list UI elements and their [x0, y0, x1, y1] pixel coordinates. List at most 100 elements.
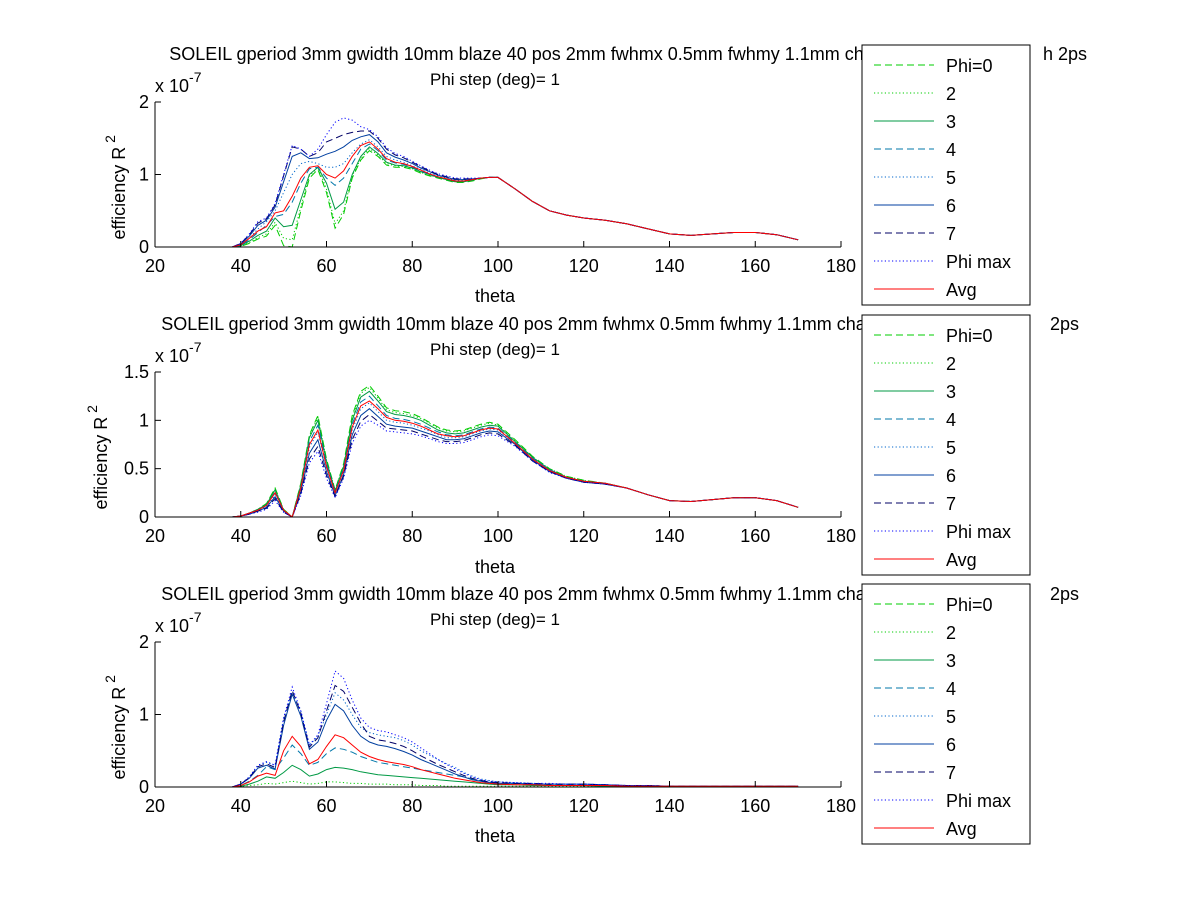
x-axis-label: theta: [475, 286, 516, 306]
y-multiplier-exponent: -7: [189, 339, 202, 355]
series-line-2: [232, 147, 799, 247]
legend-label: 3: [946, 112, 956, 132]
y-multiplier-exponent: -7: [189, 69, 202, 85]
x-tick-label: 60: [316, 256, 336, 276]
x-tick-label: 100: [483, 256, 513, 276]
legend-label: 6: [946, 196, 956, 216]
series-line-2: [232, 780, 799, 787]
chart-title-tail: h 2ps: [1043, 44, 1087, 64]
series-line-8: [232, 419, 799, 517]
legend-label: Phi=0: [946, 326, 993, 346]
legend-label: Avg: [946, 550, 977, 570]
x-tick-label: 60: [316, 796, 336, 816]
x-tick-label: 100: [483, 796, 513, 816]
x-tick-label: 20: [145, 796, 165, 816]
series-line-8: [232, 117, 799, 247]
x-tick-label: 40: [231, 796, 251, 816]
x-tick-label: 40: [231, 256, 251, 276]
y-tick-label: 2: [139, 632, 149, 652]
legend-box: [861, 314, 1031, 576]
x-tick-label: 60: [316, 526, 336, 546]
legend-label: 2: [946, 84, 956, 104]
legend-label: 6: [946, 466, 956, 486]
legend-label: 7: [946, 494, 956, 514]
chart-subtitle: Phi step (deg)= 1: [430, 340, 560, 359]
legend-label: 5: [946, 438, 956, 458]
y-tick-label: 1: [139, 165, 149, 185]
legend-label: Phi max: [946, 791, 1011, 811]
series-line-7: [232, 413, 799, 517]
legend-label: Avg: [946, 819, 977, 839]
legend-label: 3: [946, 651, 956, 671]
legend-label: 3: [946, 382, 956, 402]
y-axis-label-superscript: 2: [102, 135, 118, 147]
x-tick-label: 140: [654, 256, 684, 276]
chart-title: SOLEIL gperiod 3mm gwidth 10mm blaze 40 …: [169, 44, 915, 64]
legend-label: 2: [946, 354, 956, 374]
legend-label: 4: [946, 140, 956, 160]
legend-label: 4: [946, 679, 956, 699]
chart-title-tail: 2ps: [1050, 314, 1079, 334]
x-tick-label: 120: [569, 526, 599, 546]
legend-label: 5: [946, 707, 956, 727]
y-tick-label: 0: [139, 237, 149, 257]
series-line-6: [232, 692, 799, 787]
x-tick-label: 180: [826, 526, 856, 546]
legend-label: Phi=0: [946, 595, 993, 615]
legend: Phi=0 2 3 4 5 6 7 Phi max Avg: [861, 583, 1031, 845]
y-multiplier-exponent: -7: [189, 609, 202, 625]
y-tick-label: 0.5: [124, 459, 149, 479]
x-tick-label: 40: [231, 526, 251, 546]
legend-label: Avg: [946, 280, 977, 300]
legend-label: Phi=0: [946, 56, 993, 76]
x-tick-label: 160: [740, 526, 770, 546]
legend: Phi=0 2 3 4 5 6 7 Phi max Avg: [861, 44, 1031, 306]
x-tick-label: 140: [654, 796, 684, 816]
legend-label: 5: [946, 168, 956, 188]
x-tick-label: 180: [826, 256, 856, 276]
legend-label: Phi max: [946, 522, 1011, 542]
legend-label: 7: [946, 224, 956, 244]
legend-label: Phi max: [946, 252, 1011, 272]
x-tick-label: 80: [402, 526, 422, 546]
y-tick-label: 0: [139, 777, 149, 797]
x-tick-label: 100: [483, 526, 513, 546]
legend: Phi=0 2 3 4 5 6 7 Phi max Avg: [861, 314, 1031, 576]
y-tick-label: 2: [139, 92, 149, 112]
x-tick-label: 140: [654, 526, 684, 546]
y-axis-label-superscript: 2: [84, 405, 100, 417]
legend-label: 4: [946, 410, 956, 430]
series-line-9: [232, 141, 799, 247]
legend-label: 2: [946, 623, 956, 643]
series-line-9: [232, 400, 799, 517]
x-tick-label: 180: [826, 796, 856, 816]
y-tick-label: 0: [139, 507, 149, 527]
legend-box: [861, 583, 1031, 845]
x-tick-label: 120: [569, 796, 599, 816]
x-tick-label: 160: [740, 256, 770, 276]
x-tick-label: 80: [402, 256, 422, 276]
x-axis-label: theta: [475, 557, 516, 577]
y-tick-label: 1: [139, 705, 149, 725]
x-axis-label: theta: [475, 826, 516, 846]
x-tick-label: 80: [402, 796, 422, 816]
x-tick-label: 160: [740, 796, 770, 816]
chart-subtitle: Phi step (deg)= 1: [430, 610, 560, 629]
x-tick-label: 20: [145, 526, 165, 546]
chart-subtitle: Phi step (deg)= 1: [430, 70, 560, 89]
chart-title: SOLEIL gperiod 3mm gwidth 10mm blaze 40 …: [161, 314, 907, 334]
x-tick-label: 120: [569, 256, 599, 276]
legend-label: 7: [946, 763, 956, 783]
x-tick-label: 20: [145, 256, 165, 276]
y-axis-label-superscript: 2: [102, 675, 118, 687]
y-tick-label: 1.5: [124, 362, 149, 382]
series-line-9: [232, 734, 799, 787]
chart-title-tail: 2ps: [1050, 584, 1079, 604]
legend-box: [861, 44, 1031, 306]
chart-title: SOLEIL gperiod 3mm gwidth 10mm blaze 40 …: [161, 584, 907, 604]
legend-label: 6: [946, 735, 956, 755]
series-line-8: [232, 670, 799, 787]
series-line-7: [232, 684, 799, 787]
